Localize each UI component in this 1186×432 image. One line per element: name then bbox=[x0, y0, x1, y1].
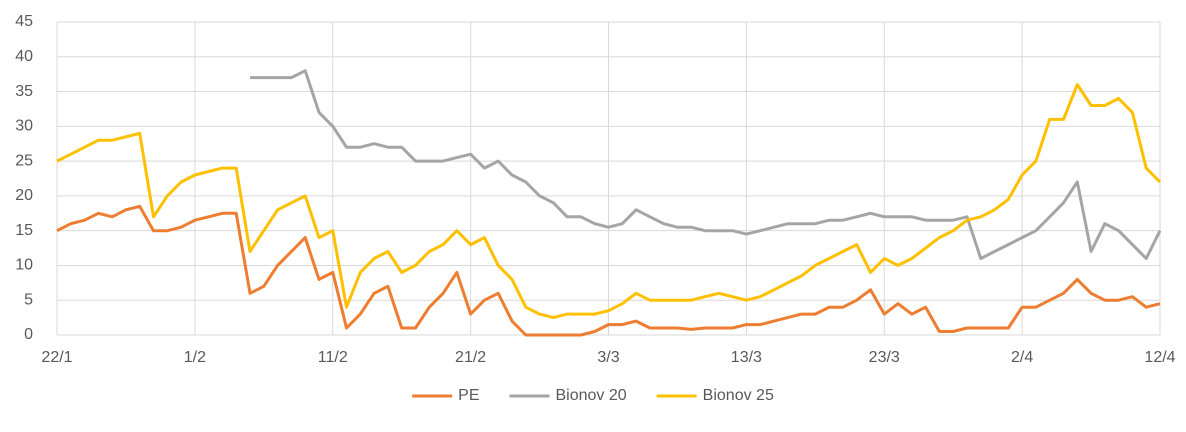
x-tick-label: 11/2 bbox=[318, 349, 348, 366]
y-tick-label: 0 bbox=[24, 326, 33, 343]
y-tick-label: 30 bbox=[15, 118, 33, 135]
series-line bbox=[250, 69, 1162, 260]
series-line bbox=[56, 83, 1162, 320]
legend-label: Bionov 20 bbox=[556, 387, 627, 404]
x-tick-label: 1/2 bbox=[184, 349, 206, 366]
y-tick-label: 15 bbox=[15, 222, 33, 239]
y-tick-label: 5 bbox=[24, 291, 33, 308]
x-tick-label: 21/2 bbox=[455, 349, 486, 366]
x-tick-label: 23/3 bbox=[869, 349, 900, 366]
series-line bbox=[56, 204, 1161, 337]
y-tick-label: 25 bbox=[15, 152, 33, 169]
legend-label: PE bbox=[458, 387, 479, 404]
y-tick-label: 45 bbox=[15, 13, 33, 30]
x-tick-label: 22/1 bbox=[41, 349, 72, 366]
x-tick-label: 3/3 bbox=[597, 349, 619, 366]
x-tick-label: 12/4 bbox=[1144, 349, 1175, 366]
x-tick-label: 2/4 bbox=[1011, 349, 1033, 366]
y-tick-label: 20 bbox=[15, 187, 33, 204]
y-tick-label: 10 bbox=[15, 257, 33, 274]
y-tick-label: 40 bbox=[15, 48, 33, 65]
y-tick-label: 35 bbox=[15, 83, 33, 100]
legend-label: Bionov 25 bbox=[703, 387, 774, 404]
x-tick-label: 13/3 bbox=[731, 349, 762, 366]
